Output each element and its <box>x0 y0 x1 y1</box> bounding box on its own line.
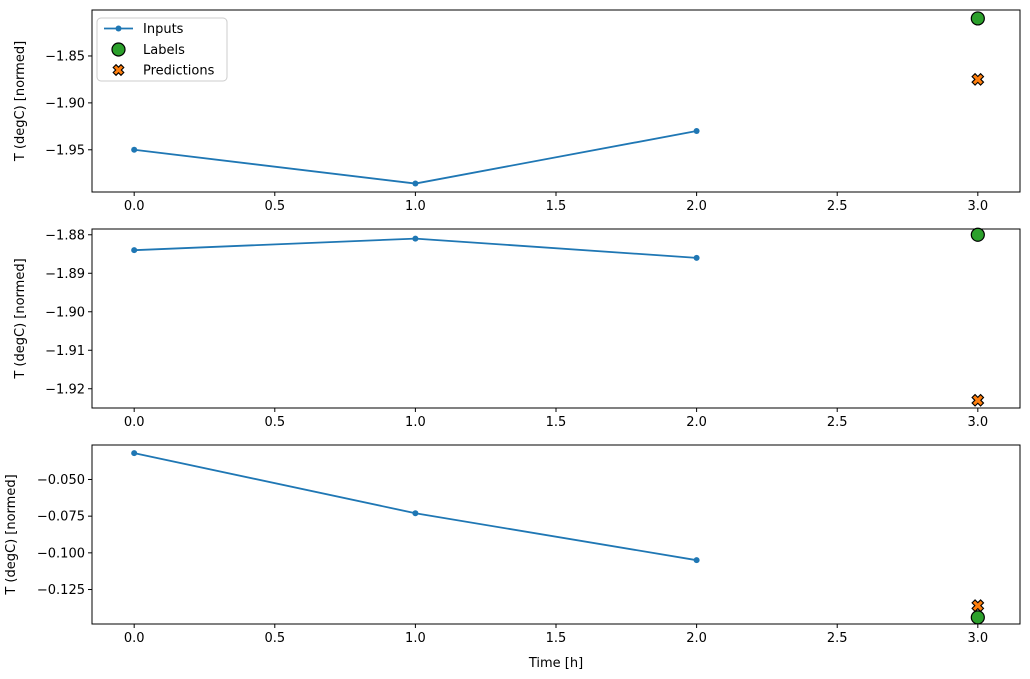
x-tick-label: 3.0 <box>967 415 988 430</box>
x-tick-label: 1.5 <box>546 415 567 430</box>
x-axis-label: Time [h] <box>528 656 583 671</box>
x-tick-label: 0.0 <box>124 415 145 430</box>
y-tick-label: −1.89 <box>45 267 85 282</box>
x-tick-label: 1.0 <box>405 631 426 646</box>
y-axis-label: T (degC) [normed] <box>13 41 28 162</box>
legend-label: Inputs <box>143 22 184 37</box>
y-tick-label: −1.90 <box>45 96 85 111</box>
label-marker <box>970 227 985 242</box>
x-tick-label: 0.5 <box>264 415 285 430</box>
input-marker <box>693 557 700 564</box>
x-tick-label: 3.0 <box>967 199 988 214</box>
input-marker <box>131 146 138 153</box>
label-marker <box>970 610 985 625</box>
y-tick-label: −0.075 <box>37 510 85 525</box>
legend-label: Predictions <box>143 64 215 79</box>
series-labels <box>970 227 985 242</box>
x-tick-label: 2.0 <box>686 199 707 214</box>
x-tick-label: 0.5 <box>264 199 285 214</box>
input-marker <box>131 450 138 457</box>
legend-box <box>96 17 228 82</box>
axes-frame <box>91 228 1021 409</box>
y-tick-label: −1.85 <box>45 49 85 64</box>
x-tick-label: 2.5 <box>827 199 848 214</box>
series-labels <box>970 610 985 625</box>
input-marker <box>412 180 419 187</box>
x-tick-label: 1.0 <box>405 415 426 430</box>
input-marker <box>412 235 419 242</box>
x-tick-label: 1.0 <box>405 199 426 214</box>
x-tick-label: 2.5 <box>827 631 848 646</box>
subplot-3: 0.0 0.5 1.0 1.5 2.0 2.5 3.0 −0.050 −0.075 −0.100 −… <box>4 444 1021 671</box>
prediction-marker <box>971 599 985 613</box>
prediction-marker <box>971 393 985 407</box>
series-predictions <box>971 599 985 613</box>
subplot-1: 0.0 0.5 1.0 1.5 2.0 2.5 3.0 −1.85 −1.90 −1.95 T (d… <box>13 9 1021 214</box>
series-inputs <box>131 235 700 261</box>
legend-item-predictions: Predictions <box>112 63 215 79</box>
legend: Inputs Labels Predictions <box>96 17 228 82</box>
input-marker <box>131 247 138 254</box>
legend-x-sample <box>112 63 125 77</box>
y-tick-label: −1.95 <box>45 143 85 158</box>
y-axis-label: T (degC) [normed] <box>13 258 28 379</box>
x-tick-label: 3.0 <box>967 631 988 646</box>
y-tick-label: −1.90 <box>45 305 85 320</box>
prediction-marker <box>971 72 985 86</box>
y-tick-label: −0.050 <box>37 473 85 488</box>
x-tick-label: 2.0 <box>686 415 707 430</box>
x-tick-label: 2.0 <box>686 631 707 646</box>
y-tick-label: −0.125 <box>37 583 85 598</box>
input-marker <box>412 510 419 517</box>
input-marker <box>693 128 700 135</box>
x-tick-label: 1.5 <box>546 631 567 646</box>
label-marker <box>970 11 985 26</box>
series-predictions <box>971 393 985 407</box>
input-marker <box>693 254 700 261</box>
series-labels <box>970 11 985 26</box>
series-inputs <box>131 128 700 187</box>
x-tick-label: 2.5 <box>827 415 848 430</box>
legend-item-inputs: Inputs <box>104 22 184 37</box>
subplot-2: 0.0 0.5 1.0 1.5 2.0 2.5 3.0 −1.88 −1.89 −1.90 −1.9… <box>13 227 1021 430</box>
x-tick-label: 0.0 <box>124 199 145 214</box>
legend-item-labels: Labels <box>111 42 185 58</box>
series-inputs <box>131 450 700 564</box>
y-tick-label: −1.88 <box>45 228 85 243</box>
y-tick-label: −1.91 <box>45 344 85 359</box>
x-tick-label: 0.5 <box>264 631 285 646</box>
y-tick-label: −1.92 <box>45 382 85 397</box>
y-axis-label: T (degC) [normed] <box>4 474 19 595</box>
axes-frame <box>91 444 1021 625</box>
x-tick-label: 0.0 <box>124 631 145 646</box>
axes-frame <box>91 9 1021 193</box>
legend-label: Labels <box>143 43 185 58</box>
legend-circle-sample <box>111 42 126 57</box>
y-tick-label: −0.100 <box>37 546 85 561</box>
legend-dot-sample <box>115 25 122 32</box>
x-tick-label: 1.5 <box>546 199 567 214</box>
series-predictions <box>971 72 985 86</box>
